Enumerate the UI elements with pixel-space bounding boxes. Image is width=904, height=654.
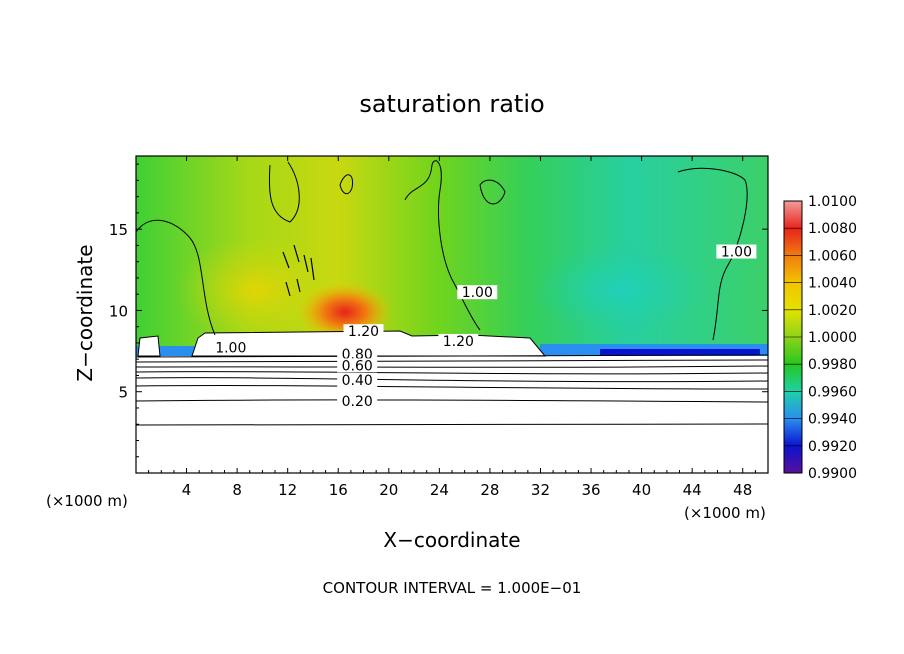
y-tick-label: 15	[109, 221, 128, 239]
contour-line	[339, 174, 354, 195]
contour-line	[677, 167, 748, 341]
x-tick-label: 48	[733, 481, 752, 499]
contour-label: 0.60	[342, 358, 373, 374]
contour-label-bg	[337, 358, 378, 373]
y-tick-label: 10	[109, 302, 128, 320]
contour-label: 1.00	[462, 285, 493, 301]
y-axis: 5 10 15	[109, 163, 768, 458]
x-tick-label: 32	[531, 481, 550, 499]
x-tick-label: 12	[278, 481, 297, 499]
contour-line	[136, 423, 768, 426]
x-tick-label: 44	[683, 481, 702, 499]
colorbar-tick-label: 0.9960	[808, 384, 857, 400]
x-tick-label: 16	[329, 481, 348, 499]
contour-line	[136, 365, 768, 368]
contour-line	[136, 385, 768, 390]
contour-line	[479, 179, 506, 205]
x-axis: 4 8 12 16 20 24 28 32 36 40 44 48	[148, 156, 756, 499]
colorbar-segment	[784, 418, 802, 447]
colorbar-tick-label: 1.0040	[808, 276, 857, 292]
contour-label-bg	[337, 372, 378, 387]
colorbar-tick-label: 1.0100	[808, 194, 857, 210]
contour-label-bg	[337, 346, 378, 361]
contour-label-bg	[337, 394, 378, 409]
colorbar-segment	[784, 201, 802, 229]
contour-label: 1.20	[443, 334, 474, 350]
contour-line	[136, 359, 768, 363]
colorbar-tick-label: 0.9920	[808, 439, 857, 455]
contour-line	[136, 371, 768, 375]
colorbar-segment	[784, 445, 802, 474]
dry-band-left	[136, 346, 216, 356]
contour-label: 0.40	[342, 373, 373, 389]
x-tick-label: 4	[182, 481, 192, 499]
x-tick-label: 8	[232, 481, 242, 499]
colorbar-tick-label: 1.0020	[808, 303, 857, 319]
contour-label-bg	[457, 285, 498, 300]
contour-label-bg	[438, 333, 479, 348]
colorbar-segment	[784, 309, 802, 338]
colorbar: 1.0100 1.0080 1.0060 1.0040 1.0020 1.0000 0.99…	[783, 194, 857, 482]
chart-title: saturation ratio	[359, 90, 544, 118]
colorbar-segment	[784, 228, 802, 256]
colorbar-tick-label: 0.9940	[808, 412, 857, 428]
x-tick-label: 36	[581, 481, 600, 499]
contour-line	[136, 219, 216, 336]
colorbar-tick-label: 1.0000	[808, 330, 857, 346]
contour-label-bg	[716, 244, 757, 259]
colorbar-segment	[784, 364, 802, 392]
colorbar-tick-label: 0.9900	[808, 466, 857, 482]
x-axis-label: X−coordinate	[383, 528, 520, 552]
contour-label-bg	[210, 340, 251, 355]
colorbar-tick-label: 1.0060	[808, 248, 857, 264]
x-tick-label: 28	[480, 481, 499, 499]
contour-line	[136, 354, 768, 358]
dry-band-deep	[600, 349, 760, 355]
contour-labels: 1.001.201.201.001.000.800.600.400.20	[210, 244, 757, 410]
contour-label: 0.20	[342, 394, 373, 410]
contour-label-bg	[343, 324, 384, 339]
x-tick-label: 24	[430, 481, 449, 499]
x-tick-label: 40	[632, 481, 651, 499]
x-tick-label: 20	[379, 481, 398, 499]
cloud-pocket-left	[137, 335, 161, 357]
contour-interval-note: CONTOUR INTERVAL = 1.000E−01	[323, 579, 582, 597]
y-tick-label: 5	[118, 384, 128, 402]
contour-line	[268, 161, 300, 223]
contour-label: 1.00	[721, 245, 752, 261]
warm-region	[175, 235, 335, 345]
colorbar-tick-label: 0.9980	[808, 357, 857, 373]
contour-line	[136, 399, 768, 403]
contour-line	[282, 244, 315, 297]
cool-region	[530, 245, 710, 335]
x-unit-left: (×1000 m)	[46, 492, 128, 510]
x-unit-right: (×1000 m)	[684, 504, 766, 522]
contour-label: 1.20	[348, 324, 379, 340]
y-axis-label: Z−coordinate	[73, 244, 97, 381]
colorbar-segment	[784, 391, 802, 420]
below-cloud-region	[136, 356, 768, 473]
colorbar-segment	[784, 255, 802, 284]
plot-area	[136, 156, 768, 473]
colorbar-segment	[784, 282, 802, 311]
colorbar-tick-label: 1.0080	[808, 221, 857, 237]
contour-label: 1.00	[215, 340, 246, 356]
colorbar-segment	[784, 337, 802, 365]
contour-line	[136, 377, 768, 383]
